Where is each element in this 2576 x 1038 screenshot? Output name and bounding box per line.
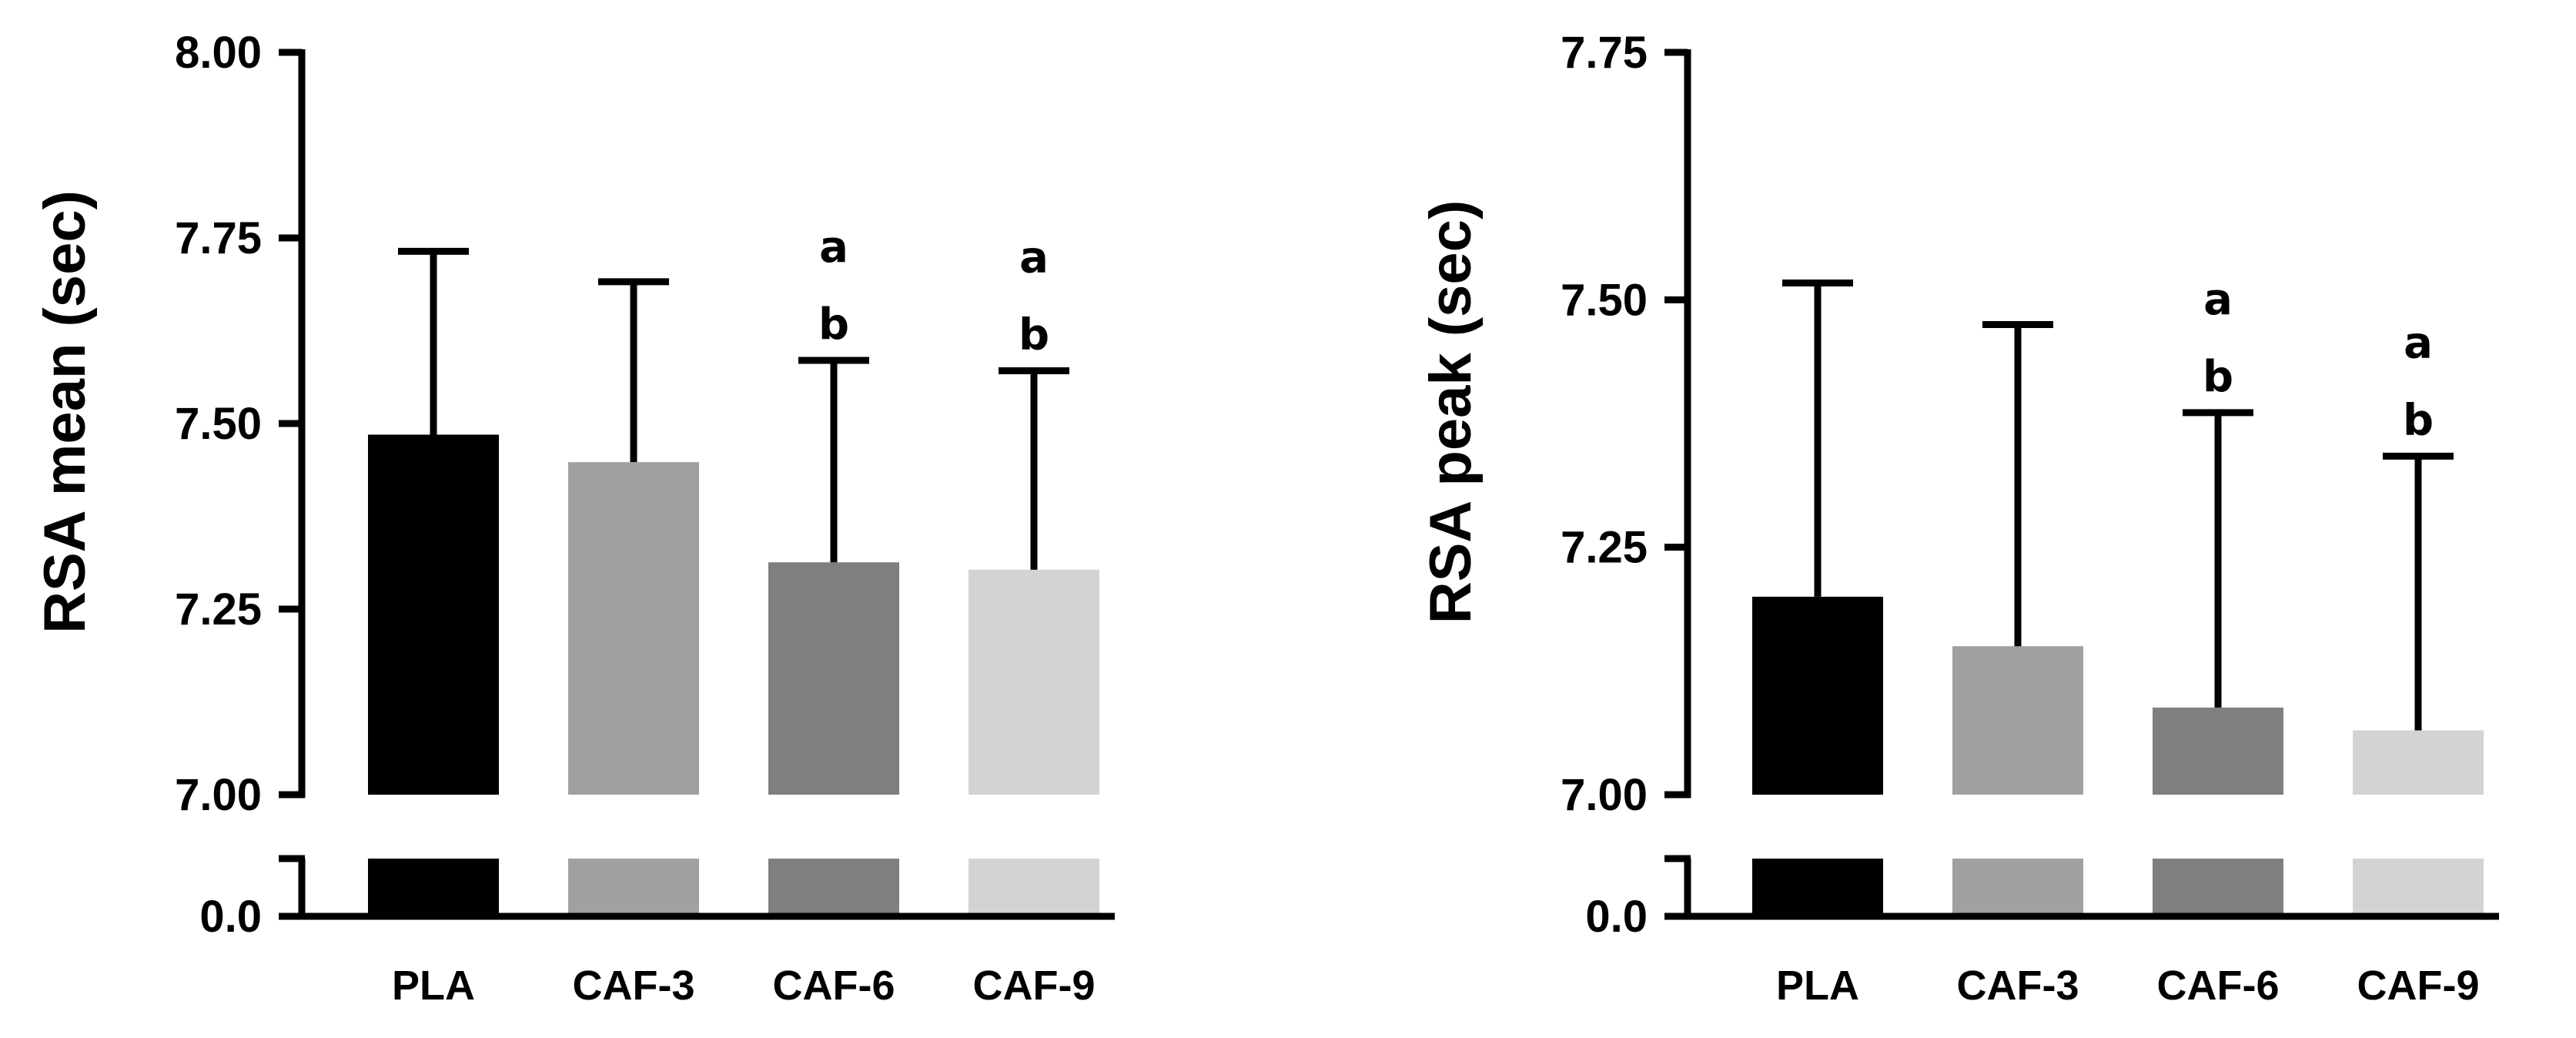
x-tick-label: CAF-3	[573, 963, 695, 1009]
bar-upper-caf-9	[2353, 730, 2484, 795]
significance-label: a	[2203, 275, 2233, 325]
y-axis-title: RSA peak (sec)	[1418, 200, 1484, 624]
bar-lower-pla	[368, 859, 499, 913]
y-tick-label-zero: 0.0	[199, 892, 262, 942]
x-tick-label: CAF-6	[773, 963, 895, 1009]
bar-lower-caf-9	[2353, 859, 2484, 913]
x-tick-label: PLA	[1776, 963, 1859, 1009]
y-tick-label-zero: 0.0	[1585, 892, 1648, 942]
bar-lower-caf-6	[768, 859, 899, 913]
bar-upper-pla	[1752, 596, 1883, 795]
bar-upper-caf-6	[2153, 707, 2283, 795]
y-axis-title: RSA mean (sec)	[32, 190, 98, 634]
bar-lower-caf-3	[1952, 859, 2083, 913]
bar-lower-caf-3	[568, 859, 699, 913]
y-tick-label: 7.50	[1561, 275, 1648, 325]
significance-label: b	[1019, 310, 1049, 360]
bar-lower-caf-6	[2153, 859, 2283, 913]
x-tick-label: CAF-9	[2357, 963, 2480, 1009]
bar-upper-caf-6	[768, 562, 899, 795]
y-tick-label: 7.25	[1561, 523, 1648, 573]
significance-label: a	[2404, 318, 2433, 368]
panel-rsa-peak: 7.00 7.25 7.50 7.75 0.0 RSA peak (sec) PLA CAF-…	[1418, 28, 2499, 1009]
significance-label: b	[2203, 352, 2233, 402]
x-tick-label: PLA	[392, 963, 475, 1009]
significance-label: a	[1019, 233, 1049, 283]
significance-label: a	[819, 223, 848, 273]
x-tick-label: CAF-6	[2157, 963, 2280, 1009]
y-tick-label: 8.00	[175, 28, 262, 78]
y-tick-label: 7.00	[175, 770, 262, 820]
bar-lower-pla	[1752, 859, 1883, 913]
significance-label: b	[2403, 395, 2434, 445]
bar-upper-caf-3	[568, 462, 699, 795]
significance-label: b	[818, 300, 849, 350]
x-tick-label: CAF-3	[1957, 963, 2079, 1009]
panel-rsa-mean: 7.00 7.25 7.50 7.75 8.00 0.0 RSA mean (sec) PLA…	[32, 28, 1115, 1009]
y-tick-label: 7.00	[1561, 770, 1648, 820]
y-tick-label: 7.25	[175, 584, 262, 635]
bar-lower-caf-9	[969, 859, 1099, 913]
y-tick-label: 7.50	[175, 399, 262, 449]
bar-upper-caf-3	[1952, 646, 2083, 795]
bar-upper-caf-9	[969, 569, 1099, 795]
bar-upper-pla	[368, 434, 499, 795]
y-tick-label: 7.75	[175, 213, 262, 263]
x-tick-label: CAF-9	[973, 963, 1096, 1009]
y-tick-label: 7.75	[1561, 28, 1648, 78]
